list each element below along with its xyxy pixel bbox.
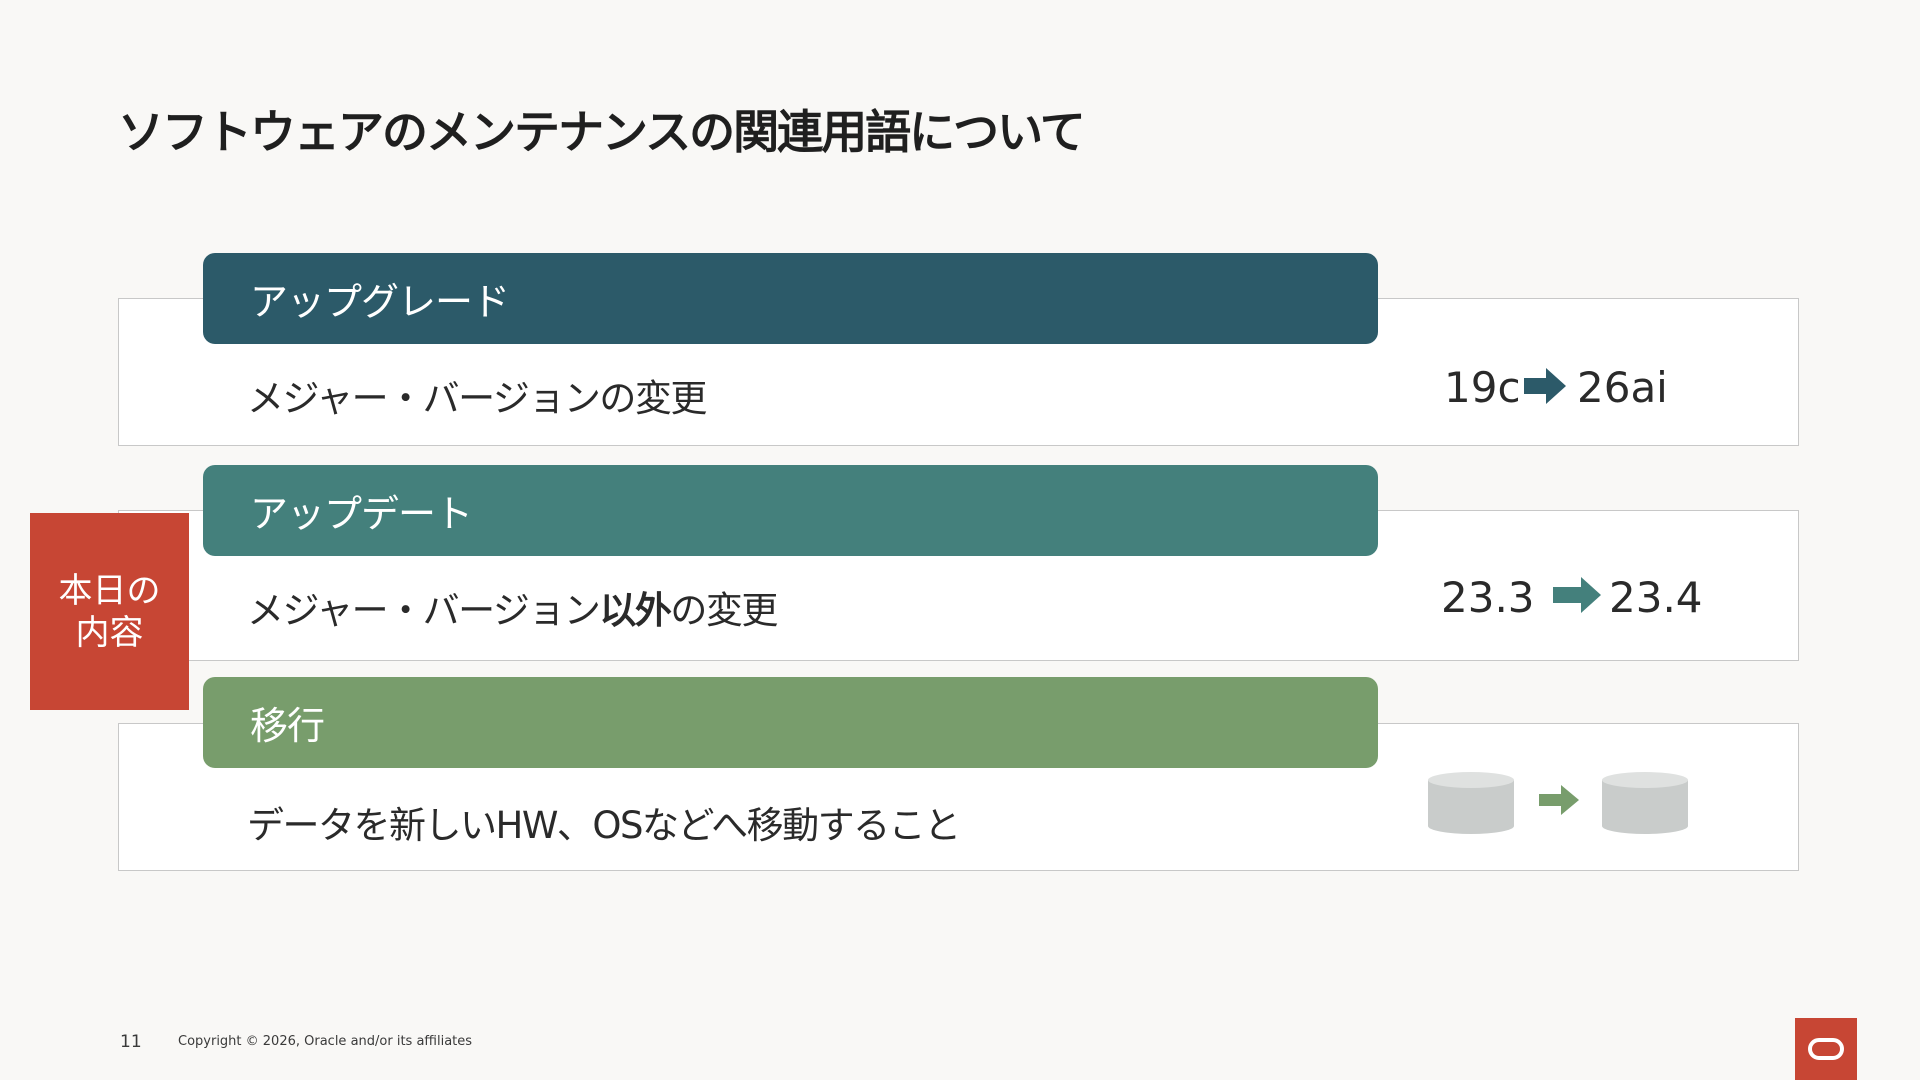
upgrade-header-label: アップグレード — [250, 280, 510, 324]
copyright-text: Copyright © 2026, Oracle and/or its affi… — [178, 1034, 473, 1049]
update-description-emphasis: 以外 — [599, 589, 672, 632]
upgrade-arrow-icon — [1524, 368, 1566, 404]
source-database-icon — [1428, 772, 1514, 834]
upgrade-from-version: 19c — [1444, 363, 1521, 412]
migration-arrow-icon — [1539, 785, 1579, 815]
migration-description: データを新しいHW、OSなどへ移動すること — [247, 804, 961, 847]
update-arrow-icon — [1553, 577, 1601, 613]
update-description-text: メジャー・バージョン — [247, 589, 601, 632]
page-title: ソフトウェアのメンテナンスの関連用語について — [118, 105, 1086, 159]
update-description-suffix: の変更 — [670, 589, 778, 632]
migration-header-label: 移行 — [250, 704, 325, 748]
todays-topic-line1: 本日の — [58, 570, 161, 611]
update-to-version: 23.4 — [1609, 573, 1703, 622]
target-database-icon — [1602, 772, 1688, 834]
page-number: 11 — [120, 1032, 142, 1052]
oracle-logo-icon — [1795, 1018, 1857, 1080]
upgrade-header: アップグレード — [203, 253, 1378, 344]
todays-topic-line2: 内容 — [75, 612, 144, 653]
upgrade-to-version: 26ai — [1577, 363, 1668, 412]
update-header: アップデート — [203, 465, 1378, 556]
update-description: メジャー・バージョン以外の変更 — [247, 580, 778, 634]
todays-topic-label: 本日の 内容 — [30, 513, 189, 710]
update-from-version: 23.3 — [1441, 573, 1535, 622]
upgrade-description: メジャー・バージョンの変更 — [247, 377, 707, 420]
migration-header: 移行 — [203, 677, 1378, 768]
update-header-label: アップデート — [250, 492, 473, 536]
